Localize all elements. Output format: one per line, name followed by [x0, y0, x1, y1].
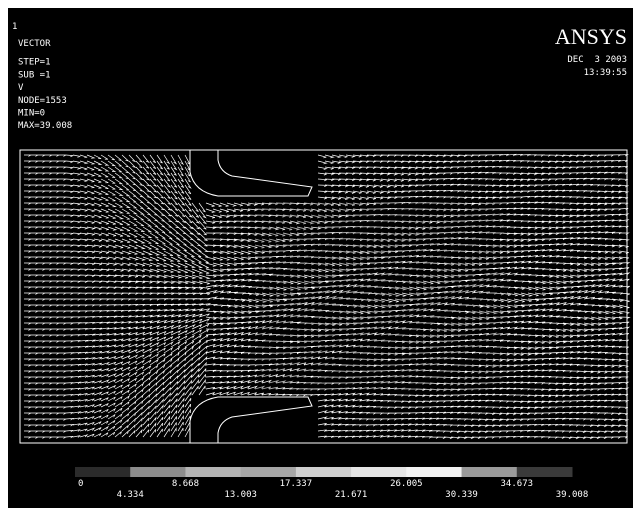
- header-line: NODE=1553: [18, 96, 67, 106]
- header-line: MAX=39.008: [18, 121, 72, 131]
- legend-swatch: [185, 467, 241, 477]
- header-line: V: [18, 83, 24, 93]
- ansys-logo: ANSYS: [555, 24, 627, 49]
- legend-label: 0: [78, 479, 83, 489]
- header-line: SUB =1: [18, 70, 51, 80]
- legend-swatch: [75, 467, 131, 477]
- legend-label: 8.668: [172, 479, 199, 489]
- legend-label: 21.671: [335, 490, 368, 500]
- legend-label: 30.339: [445, 490, 478, 500]
- time: 13:39:55: [584, 68, 627, 78]
- legend-swatch: [406, 467, 462, 477]
- legend-label: 39.008: [556, 490, 589, 500]
- legend-label: 26.005: [390, 479, 423, 489]
- legend-label: 34.673: [501, 479, 534, 489]
- legend-swatch: [462, 467, 518, 477]
- legend-swatch: [296, 467, 352, 477]
- header-line: MIN=0: [18, 109, 45, 119]
- date: DEC 3 2003: [567, 55, 627, 65]
- header-line: STEP=1: [18, 58, 51, 68]
- header-line: VECTOR: [18, 39, 51, 49]
- page: {"header": {"window": "1", "lines": ["VE…: [0, 0, 641, 516]
- legend-label: 4.334: [117, 490, 144, 500]
- window-number: 1: [12, 22, 17, 32]
- legend-swatch: [241, 467, 297, 477]
- legend-swatch: [130, 467, 186, 477]
- legend-label: 17.337: [280, 479, 313, 489]
- ansys-screen: 1 VECTOR STEP=1 SUB =1 V NODE=1553 MIN=0 MAX=3…: [0, 0, 641, 516]
- legend-label: 13.003: [224, 490, 257, 500]
- legend-swatch: [351, 467, 407, 477]
- legend-swatch: [517, 467, 573, 477]
